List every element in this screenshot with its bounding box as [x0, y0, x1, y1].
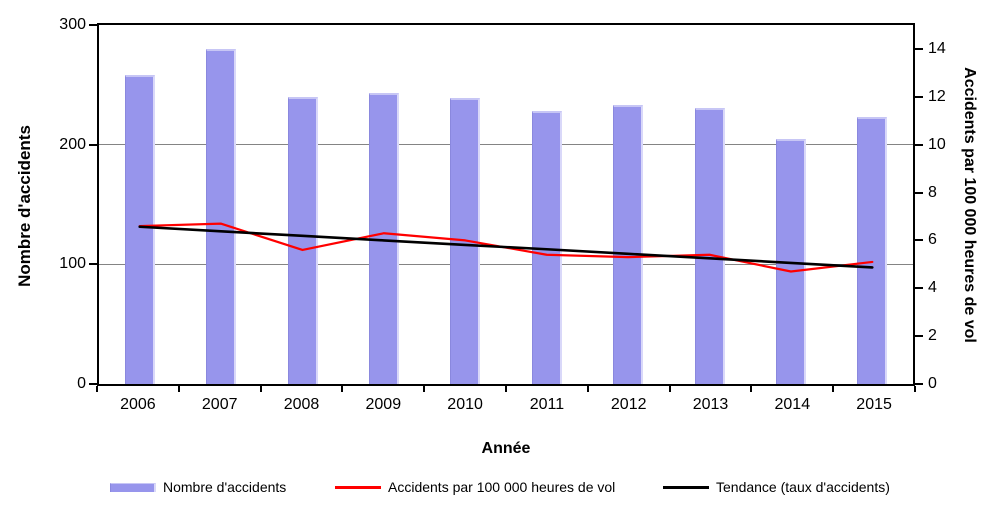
tick-mark	[89, 24, 97, 26]
x-axis-tick-label: 2014	[774, 396, 811, 413]
trend-line	[138, 225, 874, 269]
tick-mark	[177, 386, 180, 392]
bar	[613, 105, 644, 384]
y-axis-right-tick-label: 4	[928, 279, 937, 297]
y-axis-right-tick-label: 6	[928, 231, 937, 249]
y-axis-left-tick-label: 0	[77, 375, 86, 392]
x-axis-tick-marks	[96, 386, 916, 393]
tick-mark	[915, 143, 923, 146]
tick-mark	[89, 263, 97, 266]
y-axis-right-tick-label: 2	[928, 327, 937, 345]
bar	[124, 75, 155, 384]
tick-mark	[832, 386, 835, 392]
plot-area	[97, 23, 915, 386]
x-axis-tick-label: 2007	[201, 396, 238, 413]
y-axis-left-tick-label: 300	[59, 16, 86, 33]
x-axis-tick-label: 2010	[447, 396, 483, 413]
bar	[857, 117, 888, 384]
legend-label: Nombre d'accidents	[163, 479, 287, 495]
tick-mark	[423, 386, 426, 392]
legend-bar-swatch	[110, 482, 156, 492]
x-axis-tick-labels: 2006 2007 2008 2009 2010 2011 2012 2013 2014 2015	[97, 396, 915, 416]
y-axis-right-tick-label: 0	[928, 375, 937, 392]
legend-trend-line-swatch	[663, 485, 709, 489]
x-axis-tick-label: 2008	[283, 396, 320, 413]
bar	[694, 107, 725, 384]
x-axis-tick-label: 2009	[365, 396, 402, 413]
tick-mark	[668, 386, 671, 392]
legend-item-rate-line: Accidents par 100 000 heures de vol	[335, 478, 615, 496]
tick-mark	[915, 47, 923, 50]
tick-mark	[505, 386, 507, 392]
legend-label: Accidents par 100 000 heures de vol	[388, 479, 616, 495]
tick-mark	[96, 386, 98, 392]
gridline	[99, 263, 913, 265]
y-axis-right-tick-label: 8	[928, 183, 937, 201]
x-axis-tick-label: 2015	[856, 396, 892, 413]
y-axis-right-tick-label: 12	[928, 87, 946, 105]
x-axis-tick-label: 2011	[529, 396, 565, 413]
tick-mark	[915, 383, 923, 385]
tick-mark	[915, 191, 923, 194]
tick-mark	[915, 95, 923, 98]
legend-label: Tendance (taux d'accidents)	[716, 479, 890, 495]
x-axis-tick-label: 2012	[610, 396, 647, 413]
y-axis-title-left: Nombre d'accidents	[15, 125, 34, 287]
gridline	[99, 144, 913, 146]
tick-mark	[914, 386, 916, 392]
legend-rate-line-swatch	[335, 485, 381, 489]
y-axis-right-tick-labels: 0 2 4 6 8 10 12 14	[928, 23, 973, 392]
y-axis-right-tick-label: 14	[928, 39, 946, 57]
legend: Nombre d'accidents Accidents par 100 000…	[0, 478, 1000, 498]
y-axis-right-tick-marks	[915, 23, 923, 386]
x-axis-title: Année	[481, 440, 531, 457]
tick-mark	[915, 239, 923, 242]
tick-mark	[915, 335, 923, 338]
line-layer	[138, 222, 874, 273]
x-axis-tick-label: 2013	[692, 396, 729, 413]
bar	[287, 96, 318, 384]
y-axis-right-tick-label: 10	[928, 135, 946, 153]
tick-mark	[586, 386, 589, 392]
tick-mark	[89, 143, 97, 146]
y-axis-left-tick-label: 200	[59, 135, 86, 153]
tick-mark	[341, 386, 344, 392]
tick-mark	[259, 386, 262, 392]
legend-item-accidents-bars: Nombre d'accidents	[110, 478, 286, 496]
tick-mark	[750, 386, 753, 392]
legend-item-trend-line: Tendance (taux d'accidents)	[663, 478, 890, 496]
tick-mark	[915, 287, 923, 290]
y-axis-left-tick-marks	[89, 23, 97, 386]
y-axis-left-tick-labels: 0 100 200 300	[34, 16, 86, 392]
x-axis-tick-label: 2006	[120, 396, 156, 413]
bar	[206, 48, 237, 384]
y-axis-left-tick-label: 100	[59, 255, 86, 273]
tick-mark	[89, 383, 97, 385]
